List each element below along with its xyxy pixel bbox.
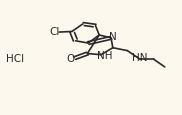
Text: HN: HN: [132, 52, 148, 62]
Text: HCl: HCl: [6, 54, 25, 64]
Text: N: N: [109, 32, 116, 41]
Text: Cl: Cl: [49, 27, 60, 37]
Text: NH: NH: [97, 51, 112, 61]
Text: O: O: [66, 53, 74, 63]
